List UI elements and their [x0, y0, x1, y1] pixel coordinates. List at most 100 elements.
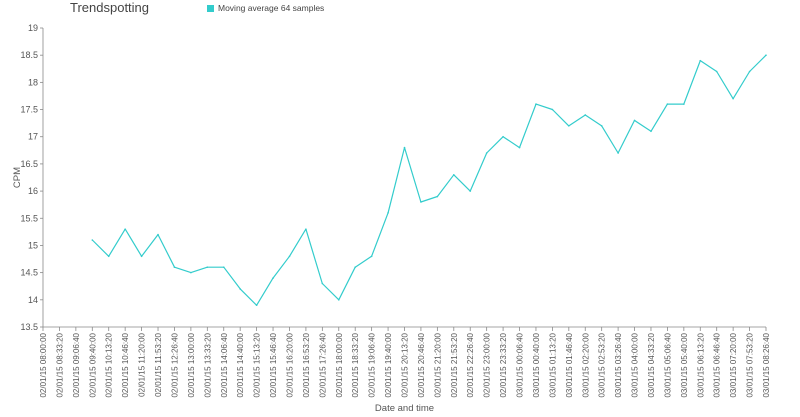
- data-point: [617, 152, 619, 154]
- data-point: [321, 282, 324, 285]
- x-tick-label: 02/01/15 10:13:20: [105, 332, 114, 397]
- data-point: [732, 97, 734, 100]
- x-tick-label: 02/01/15 18:00:00: [335, 332, 344, 397]
- data-point: [354, 266, 357, 269]
- data-point: [600, 125, 603, 127]
- data-point: [190, 271, 192, 274]
- legend-swatch: [207, 4, 214, 12]
- data-point: [452, 173, 455, 176]
- x-tick-label: 03/01/15 00:40:00: [532, 332, 541, 397]
- axes: [40, 27, 767, 331]
- data-point: [518, 146, 521, 149]
- data-point: [715, 70, 718, 73]
- x-tick-label: 03/01/15 02:20:00: [581, 332, 590, 397]
- x-tick-label: 02/01/15 23:00:00: [483, 332, 492, 397]
- legend: Moving average 64 samples: [207, 3, 324, 13]
- x-tick-label: 02/01/15 09:40:00: [88, 332, 97, 397]
- y-tick-label: 14: [28, 295, 38, 305]
- x-tick-label: 03/01/15 07:53:20: [746, 332, 755, 397]
- data-point: [173, 266, 176, 269]
- x-tick-label: 02/01/15 11:20:00: [138, 332, 147, 396]
- series-line: [91, 54, 767, 306]
- data-point: [337, 299, 340, 301]
- data-point: [584, 114, 587, 116]
- data-point: [222, 266, 225, 269]
- x-tick-label: 02/01/15 20:13:20: [401, 332, 410, 397]
- data-point: [436, 195, 439, 198]
- x-tick-label: 03/01/15 06:13:20: [696, 332, 705, 397]
- x-tick-label: 02/01/15 15:13:20: [253, 332, 262, 397]
- data-point: [91, 239, 94, 241]
- x-tick-label: 02/01/15 12:26:40: [170, 332, 179, 397]
- x-tick-label: 02/01/15 19:06:40: [368, 332, 377, 397]
- x-tick-label: 03/01/15 03:26:40: [614, 332, 623, 397]
- y-tick-label: 17: [28, 132, 38, 142]
- x-tick-label: 02/01/15 19:40:00: [384, 332, 393, 397]
- data-point: [765, 54, 767, 56]
- axis-labels: 13.5 14 14.5 15 15.5 16 16.5 17 17.5 18 18.5 19 02/0…: [12, 23, 771, 414]
- y-axis-label: CPM: [12, 167, 23, 188]
- legend-label: Moving average 64 samples: [218, 3, 325, 13]
- x-tick-label: 02/01/15 15:46:40: [269, 332, 278, 397]
- data-point: [239, 288, 241, 290]
- x-tick-label: 02/01/15 23:33:20: [499, 332, 508, 397]
- x-tick-label: 02/01/15 08:00:00: [39, 332, 48, 397]
- x-tick-label: 02/01/15 21:20:00: [433, 332, 442, 397]
- x-tick-label: 03/01/15 01:13:20: [548, 332, 557, 397]
- x-tick-label: 03/01/15 05:40:00: [680, 332, 689, 397]
- data-point: [305, 228, 307, 230]
- y-tick-label: 16: [28, 186, 38, 196]
- y-tick-label: 15: [28, 240, 38, 250]
- x-tick-label: 02/01/15 17:26:40: [318, 332, 327, 397]
- data-point: [157, 233, 159, 236]
- x-tick-label: 02/01/15 09:06:40: [72, 332, 81, 397]
- y-tick-label: 13.5: [20, 322, 38, 332]
- x-tick-label: 03/01/15 05:06:40: [663, 332, 672, 397]
- y-tick-label: 16.5: [20, 159, 38, 169]
- y-tick-label: 18.5: [20, 50, 38, 60]
- x-tick-label: 03/01/15 00:06:40: [516, 332, 525, 397]
- x-tick-label: 03/01/15 04:33:20: [647, 332, 656, 397]
- data-point: [124, 228, 126, 230]
- y-tick-label: 18: [28, 77, 38, 87]
- y-tick-label: 17.5: [20, 105, 38, 115]
- data-point: [140, 255, 143, 258]
- y-tick-label: 15.5: [20, 213, 38, 223]
- data-point: [387, 212, 389, 214]
- data-point: [255, 304, 258, 307]
- x-tick-label: 03/01/15 06:46:40: [713, 332, 722, 397]
- y-tick-label: 14.5: [20, 268, 38, 278]
- x-tick-label: 02/01/15 14:40:00: [236, 332, 245, 397]
- x-tick-label: 02/01/15 20:46:40: [417, 332, 426, 397]
- x-tick-label: 02/01/15 16:20:00: [285, 332, 294, 397]
- x-axis-label: Date and time: [375, 403, 434, 414]
- x-tick-label: 03/01/15 04:00:00: [631, 332, 640, 397]
- data-point: [107, 255, 110, 258]
- data-point: [748, 70, 751, 73]
- data-point: [666, 103, 669, 105]
- series: [91, 54, 767, 307]
- x-tick-label: 03/01/15 02:53:20: [598, 332, 607, 397]
- x-tick-label: 02/01/15 13:00:00: [187, 332, 196, 397]
- data-point: [485, 152, 488, 154]
- x-tick-label: 03/01/15 08:26:40: [762, 332, 771, 397]
- data-point: [568, 125, 570, 127]
- chart-title: Trendspotting: [70, 0, 150, 15]
- x-tick-label: 02/01/15 08:33:20: [55, 332, 64, 397]
- x-tick-label: 02/01/15 21:53:20: [450, 332, 459, 397]
- data-point: [683, 103, 685, 105]
- y-tick-label: 19: [28, 23, 38, 33]
- x-tick-label: 02/01/15 13:33:20: [203, 332, 212, 397]
- data-point: [633, 119, 636, 122]
- data-point: [288, 255, 291, 258]
- data-point: [370, 255, 373, 258]
- x-tick-label: 02/01/15 18:33:20: [351, 332, 360, 397]
- data-point: [272, 277, 274, 279]
- x-tick-label: 02/01/15 10:46:40: [121, 332, 130, 397]
- data-point: [420, 201, 422, 203]
- x-tick-label: 02/01/15 14:06:40: [220, 332, 229, 397]
- x-tick-label: 02/01/15 11:53:20: [154, 332, 163, 396]
- x-tick-label: 02/01/15 22:26:40: [466, 332, 475, 397]
- x-tick-label: 03/01/15 07:20:00: [729, 332, 738, 397]
